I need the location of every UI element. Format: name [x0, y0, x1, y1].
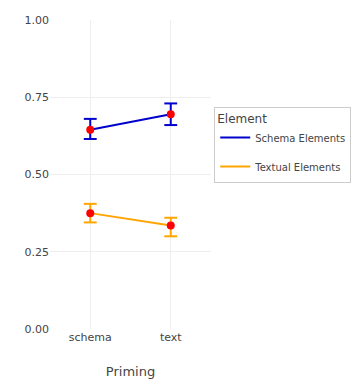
svg-text:Priming: Priming: [106, 364, 155, 379]
svg-text:0.25: 0.25: [25, 246, 50, 259]
svg-text:1.00: 1.00: [25, 14, 50, 27]
svg-text:Textual Elements: Textual Elements: [254, 162, 340, 173]
svg-text:text: text: [160, 331, 182, 344]
svg-text:0.75: 0.75: [25, 91, 50, 104]
svg-text:Schema Elements: Schema Elements: [255, 133, 345, 144]
svg-text:0.00: 0.00: [25, 323, 50, 336]
svg-text:Element: Element: [217, 112, 267, 126]
svg-text:0.50: 0.50: [25, 168, 50, 181]
svg-text:schema: schema: [69, 331, 112, 344]
